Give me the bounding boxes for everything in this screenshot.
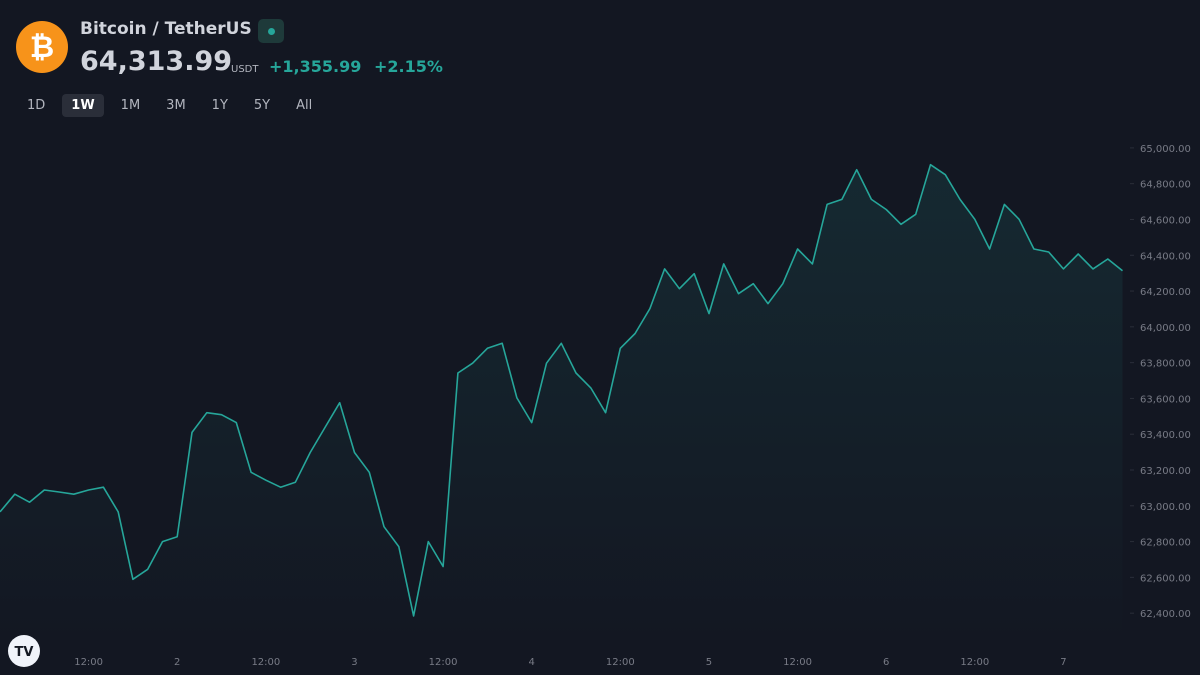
y-tick-label: 62,400.00 [1140,609,1191,620]
x-tick-label: 12:00 [783,657,812,668]
range-tabs: 1D 1W 1M 3M 1Y 5Y All [18,94,321,117]
svg-text:TV: TV [15,645,34,660]
header: ₿ Bitcoin / TetherUS 64,313.99 USDT +1,3… [0,0,1200,130]
y-tick-label: 64,400.00 [1140,251,1191,262]
x-tick-label: 12:00 [429,657,458,668]
price-change: +1,355.99 [269,57,362,76]
y-tick-label: 62,800.00 [1140,538,1191,549]
x-tick-label: 12:00 [251,657,280,668]
x-tick-label: 12:00 [74,657,103,668]
x-tick-label: 12:00 [606,657,635,668]
coin-logo: ₿ [16,21,68,73]
y-tick-label: 64,000.00 [1140,323,1191,334]
y-tick-label: 64,800.00 [1140,180,1191,191]
percent-change: +2.15% [374,57,443,76]
x-tick-label: 6 [883,657,889,668]
range-tab[interactable]: 1W [62,94,104,117]
x-tick-label: 2 [174,657,180,668]
range-tab[interactable]: 1Y [211,98,228,113]
y-tick-label: 63,000.00 [1140,502,1191,513]
x-tick-label: 3 [351,657,357,668]
price-unit: USDT [231,64,259,75]
status-badge [258,19,284,43]
area-fill [0,164,1123,640]
range-tab[interactable]: 5Y [253,98,271,113]
y-tick-label: 64,200.00 [1140,287,1191,298]
y-tick-label: 65,000.00 [1140,144,1191,155]
y-tick-label: 63,400.00 [1140,430,1191,441]
y-tick-label: 63,200.00 [1140,466,1191,477]
range-tab[interactable]: 1D [27,98,46,113]
symbol-title: Bitcoin / TetherUS [80,19,252,39]
y-tick-label: 63,800.00 [1140,359,1191,370]
price-line [0,163,1123,617]
x-tick-label: 5 [706,657,712,668]
y-tick-label: 62,600.00 [1140,573,1191,584]
range-tab[interactable]: All [296,98,313,113]
price: 64,313.99 [80,46,233,77]
x-tick-label: 4 [529,657,535,668]
range-tab[interactable]: 1M [120,98,141,113]
range-tab[interactable]: 3M [166,98,186,113]
x-tick-label: 7 [1060,657,1066,668]
y-tick-label: 64,600.00 [1140,215,1191,226]
x-tick-label: 12:00 [960,657,989,668]
tv-logo[interactable]: TV [8,635,40,667]
y-tick-label: 63,600.00 [1140,394,1191,405]
